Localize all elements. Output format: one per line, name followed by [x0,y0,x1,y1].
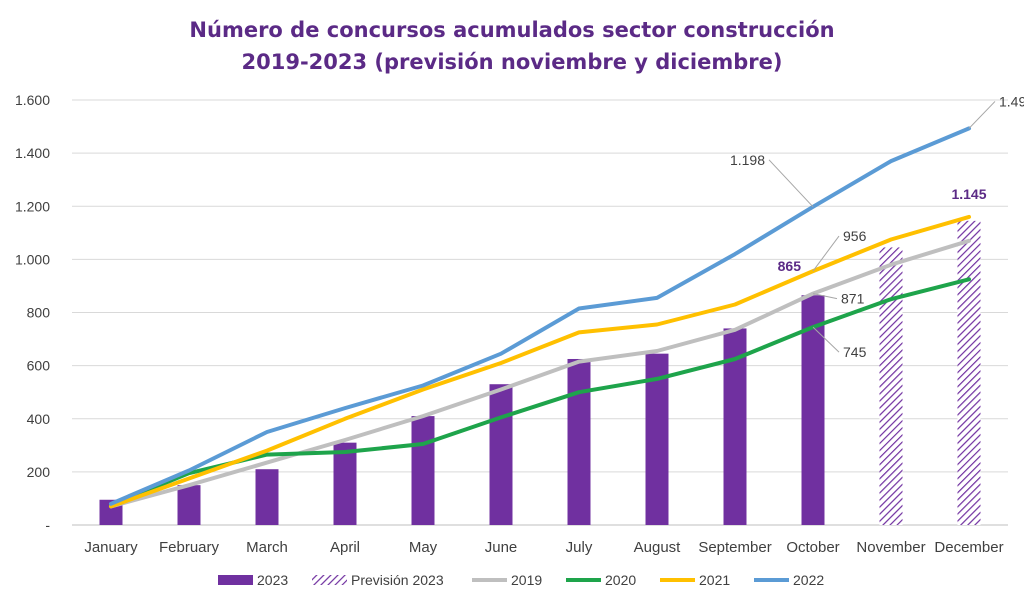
x-tick-label: March [246,539,288,556]
x-tick-label: December [934,539,1003,556]
annotation-leader [812,293,838,300]
x-tick-label: October [786,539,839,556]
data-label: 1.198 [730,152,765,168]
legend-label: 2021 [699,572,730,588]
bar [723,328,747,525]
legend-label: 2019 [511,572,542,588]
bar [567,358,591,525]
y-tick-label: 800 [27,305,51,321]
legend-label: 2023 [257,572,288,588]
data-label: 1.145 [951,186,986,202]
x-tick-label: June [485,539,518,556]
annotation-leader [812,235,840,272]
y-tick-label: 600 [27,358,51,374]
y-tick-label: 1.600 [15,92,50,108]
x-tick-label: July [566,539,593,556]
y-tick-label: - [45,517,50,533]
annotation-leader [768,159,814,208]
x-tick-label: August [634,539,682,556]
legend-swatch [312,575,347,585]
x-tick-label: January [84,539,138,556]
bar [411,416,435,525]
legend-label: Previsión 2023 [351,572,444,588]
data-label: 1.493 [999,93,1024,109]
bar [333,442,357,525]
y-tick-label: 400 [27,411,51,427]
y-tick-label: 1.000 [15,251,50,267]
data-label: 871 [841,291,865,307]
x-tick-label: April [330,539,360,556]
data-label: 865 [778,258,802,274]
x-tick-label: November [856,539,925,556]
series-line-2019 [109,238,971,509]
bar [801,295,825,525]
data-label: 745 [843,344,867,360]
bar [255,469,279,525]
x-tick-label: September [698,539,771,556]
data-label: 956 [843,228,867,244]
forecast-bar [879,247,903,525]
bar [489,384,513,525]
y-tick-label: 1.400 [15,145,50,161]
y-tick-label: 200 [27,464,51,480]
forecast-bar [957,220,981,525]
legend-label: 2022 [793,572,824,588]
annotation-leader [968,101,996,129]
legend-label: 2020 [605,572,636,588]
series-line-2020 [109,277,971,508]
series-line-2021 [109,214,971,509]
bar [177,485,201,525]
bar [645,353,669,525]
chart-title-line-2: 2019-2023 (previsión noviembre y diciemb… [241,50,783,74]
x-tick-label: February [159,539,220,556]
annotation-leader [812,326,840,353]
y-tick-label: 1.200 [15,198,50,214]
legend-swatch [218,575,253,585]
series-line-2022 [109,126,971,506]
x-tick-label: May [409,539,438,556]
chart-title-line-1: Número de concursos acumulados sector co… [189,18,835,42]
